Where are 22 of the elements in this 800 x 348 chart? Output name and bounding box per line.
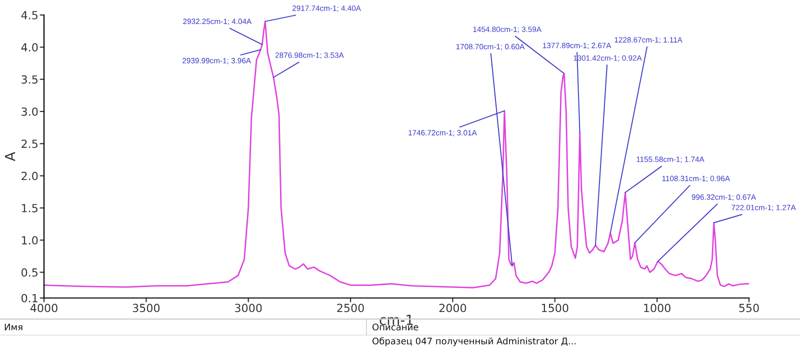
y-tick-label: 2.5 bbox=[22, 140, 38, 148]
y-tick-label: 1.0 bbox=[22, 236, 38, 244]
x-tick-label: 3500 bbox=[132, 304, 160, 312]
y-tick-label: 4.5 bbox=[21, 11, 38, 20]
text: Имя bbox=[4, 324, 22, 330]
y-tick-label: 3.0 bbox=[22, 107, 38, 116]
x-tick-label: 1500 bbox=[542, 304, 568, 312]
y-tick-label: 1.5 bbox=[22, 204, 38, 212]
y-axis-title: A bbox=[4, 152, 16, 162]
x-tick-label: 2000 bbox=[439, 304, 466, 312]
x-tick-label: 3000 bbox=[235, 304, 262, 312]
y-tick-label: 0.5 bbox=[22, 268, 38, 277]
text: Описание bbox=[372, 324, 418, 330]
x-tick-label: 550 bbox=[739, 304, 759, 312]
y-tick-label: 2.0 bbox=[22, 172, 38, 180]
y-tick-label: 4.0 bbox=[21, 43, 38, 52]
text: Образец 047 полученный Administrator Д... bbox=[372, 337, 576, 346]
x-tick-label: 1000 bbox=[644, 304, 670, 312]
y-tick-label: 0.1 bbox=[22, 294, 38, 302]
x-tick-label: 4000 bbox=[30, 304, 58, 312]
x-tick-label: 2500 bbox=[337, 304, 364, 312]
y-tick-label: 3.5 bbox=[22, 75, 38, 84]
